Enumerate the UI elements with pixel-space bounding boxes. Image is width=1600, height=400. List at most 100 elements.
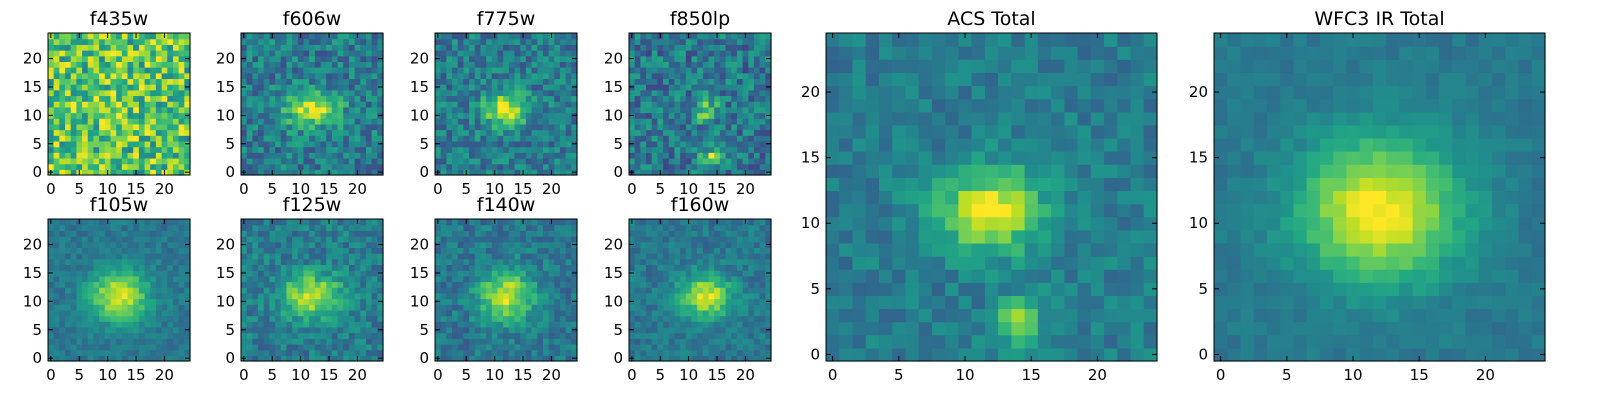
heatmap-cell (144, 315, 151, 322)
heatmap-cell (269, 224, 276, 231)
heatmap-cell (531, 44, 538, 51)
heatmap-cell (161, 123, 168, 131)
heatmap-cell (269, 315, 276, 322)
heatmap-cell (640, 38, 647, 45)
heatmap-cell (127, 343, 134, 351)
heatmap-cell (486, 270, 493, 277)
heatmap-cell (48, 253, 55, 260)
heatmap-cell (246, 72, 253, 80)
heatmap-cell (731, 89, 738, 97)
heatmap-cell (133, 55, 140, 62)
heatmap-cell (748, 84, 755, 91)
heatmap-cell (565, 140, 572, 148)
heatmap-cell (520, 332, 527, 339)
heatmap-cell (719, 338, 727, 345)
heatmap-cell (360, 146, 367, 153)
heatmap-cell (116, 118, 123, 125)
heatmap-cell (110, 315, 117, 322)
heatmap-cell (269, 72, 276, 80)
heatmap-cell (371, 163, 378, 170)
heatmap-cell (292, 84, 299, 91)
heatmap-cell (657, 326, 664, 334)
heatmap-cell (269, 241, 276, 248)
heatmap-cell (646, 338, 653, 345)
heatmap-cell (508, 135, 516, 142)
heatmap-cell (680, 38, 687, 45)
heatmap-cell (360, 140, 367, 148)
heatmap-cell (480, 112, 487, 119)
heatmap-cell (172, 123, 180, 131)
heatmap-cell (503, 157, 510, 165)
heatmap-cell (491, 101, 499, 108)
heatmap-cell (440, 247, 447, 254)
heatmap-cell (343, 169, 350, 176)
heatmap-cell (275, 236, 282, 243)
heatmap-cell (252, 118, 259, 125)
heatmap-cell (348, 50, 356, 57)
heatmap-cell (508, 281, 516, 288)
heatmap-cell (127, 355, 134, 362)
heatmap-cell (343, 78, 350, 85)
heatmap-cell (697, 67, 704, 74)
heatmap-cell (371, 101, 378, 108)
heatmap-cell (286, 219, 293, 226)
heatmap-cell (525, 146, 533, 153)
heatmap-cell (559, 129, 567, 136)
heatmap-cell (314, 230, 322, 237)
heatmap-cell (708, 95, 715, 102)
heatmap-cell (759, 89, 766, 97)
heatmap-cell (742, 67, 749, 74)
heatmap-cell (759, 275, 766, 283)
heatmap-cell (571, 38, 578, 45)
heatmap-cell (144, 230, 151, 237)
heatmap-cell (691, 55, 698, 62)
heatmap-cell (59, 38, 66, 45)
heatmap-cell (172, 258, 180, 266)
heatmap-cell (531, 146, 538, 153)
heatmap-cell (303, 112, 310, 119)
heatmap-cell (486, 343, 493, 351)
heatmap-cell (702, 349, 710, 356)
heatmap-cell (348, 67, 356, 74)
heatmap-cell (178, 355, 185, 362)
heatmap-cell (70, 95, 77, 102)
heatmap-cell (167, 304, 174, 311)
heatmap-cell (634, 152, 641, 159)
heatmap-cell (309, 338, 316, 345)
heatmap-cell (559, 38, 567, 45)
heatmap-cell (702, 355, 710, 362)
heatmap-cell (104, 236, 112, 243)
heatmap-cell (144, 89, 151, 97)
heatmap-cell (480, 123, 487, 131)
heatmap-cell (719, 78, 727, 85)
heatmap-cell (691, 315, 698, 322)
heatmap-cell (116, 84, 123, 91)
heatmap-cell (320, 135, 327, 142)
heatmap-cell (657, 95, 664, 102)
heatmap-cell (714, 84, 721, 91)
heatmap-cell (548, 338, 555, 345)
heatmap-cell (354, 253, 361, 260)
heatmap-cell (87, 247, 95, 254)
heatmap-cell (371, 349, 378, 356)
heatmap-cell (548, 309, 555, 317)
y-tick-label: 15 (410, 264, 429, 282)
heatmap-cell (116, 50, 123, 57)
heatmap-cell (657, 292, 664, 300)
heatmap-cell (82, 315, 89, 322)
heatmap-cell (326, 298, 333, 305)
y-tick-label: 20 (23, 50, 42, 68)
heatmap-cell (138, 258, 146, 266)
heatmap-cell (697, 326, 704, 334)
heatmap-cell (138, 89, 146, 97)
heatmap-cell (514, 95, 521, 102)
heatmap-cell (121, 298, 129, 305)
heatmap-cell (646, 112, 653, 119)
heatmap-cell (99, 118, 106, 125)
heatmap-cell (275, 253, 282, 260)
heatmap-cell (343, 326, 350, 334)
heatmap-cell (497, 78, 504, 85)
heatmap-cell (343, 287, 350, 294)
heatmap-cell (320, 61, 327, 68)
heatmap-cell (76, 349, 83, 356)
